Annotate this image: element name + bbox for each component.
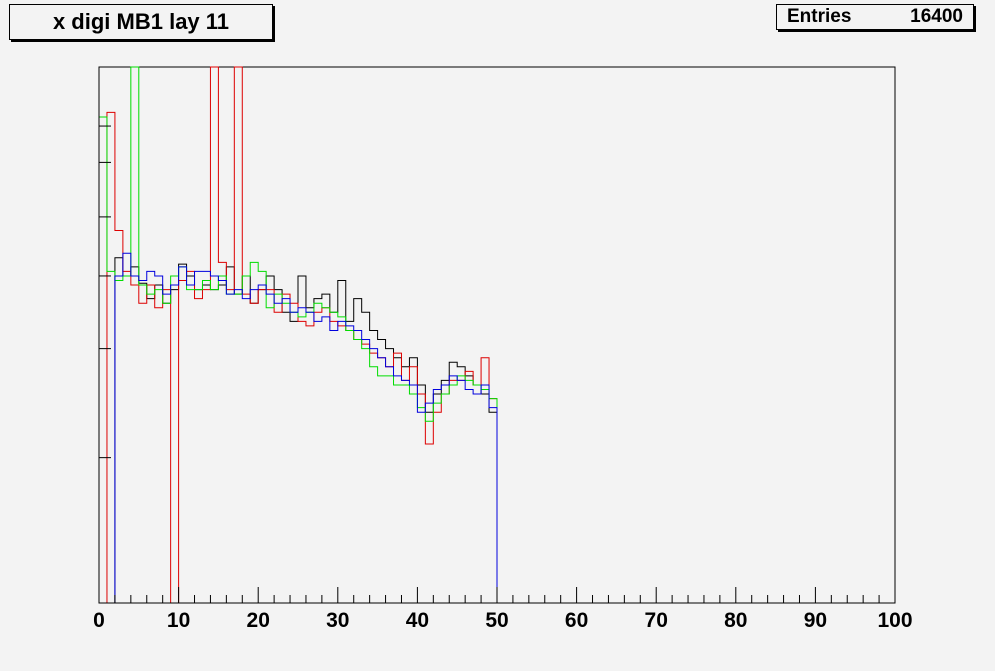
series-layer [98,66,895,604]
stats-entries-value: 16400 [910,6,963,27]
x-tick-label: 70 [645,609,668,632]
x-tick-label: 20 [247,609,270,632]
x-tick-label: 60 [565,609,588,632]
stats-entries-label: Entries [787,6,852,27]
title-text: x digi MB1 lay 11 [52,9,230,34]
x-tick-label: 30 [326,609,349,632]
x-tick-label: 50 [485,609,508,632]
x-tick-label: 0 [93,609,105,632]
axis-layer: 0 10 20 30 40 50 60 70 80 90 100 [93,67,913,632]
x-tick-label: 80 [724,609,747,632]
x-tick-label: 10 [167,609,190,632]
x-tick-label: 90 [804,609,827,632]
series-blue [99,252,895,604]
histogram-line-red [99,66,895,604]
x-tick-label: 100 [877,609,912,632]
x-tick-label: 40 [406,609,429,632]
series-red [99,66,895,604]
histogram-line-blue [99,252,895,604]
histogram-title: x digi MB1 lay 11 [9,4,273,40]
stats-box: Entries 16400 [776,4,974,30]
